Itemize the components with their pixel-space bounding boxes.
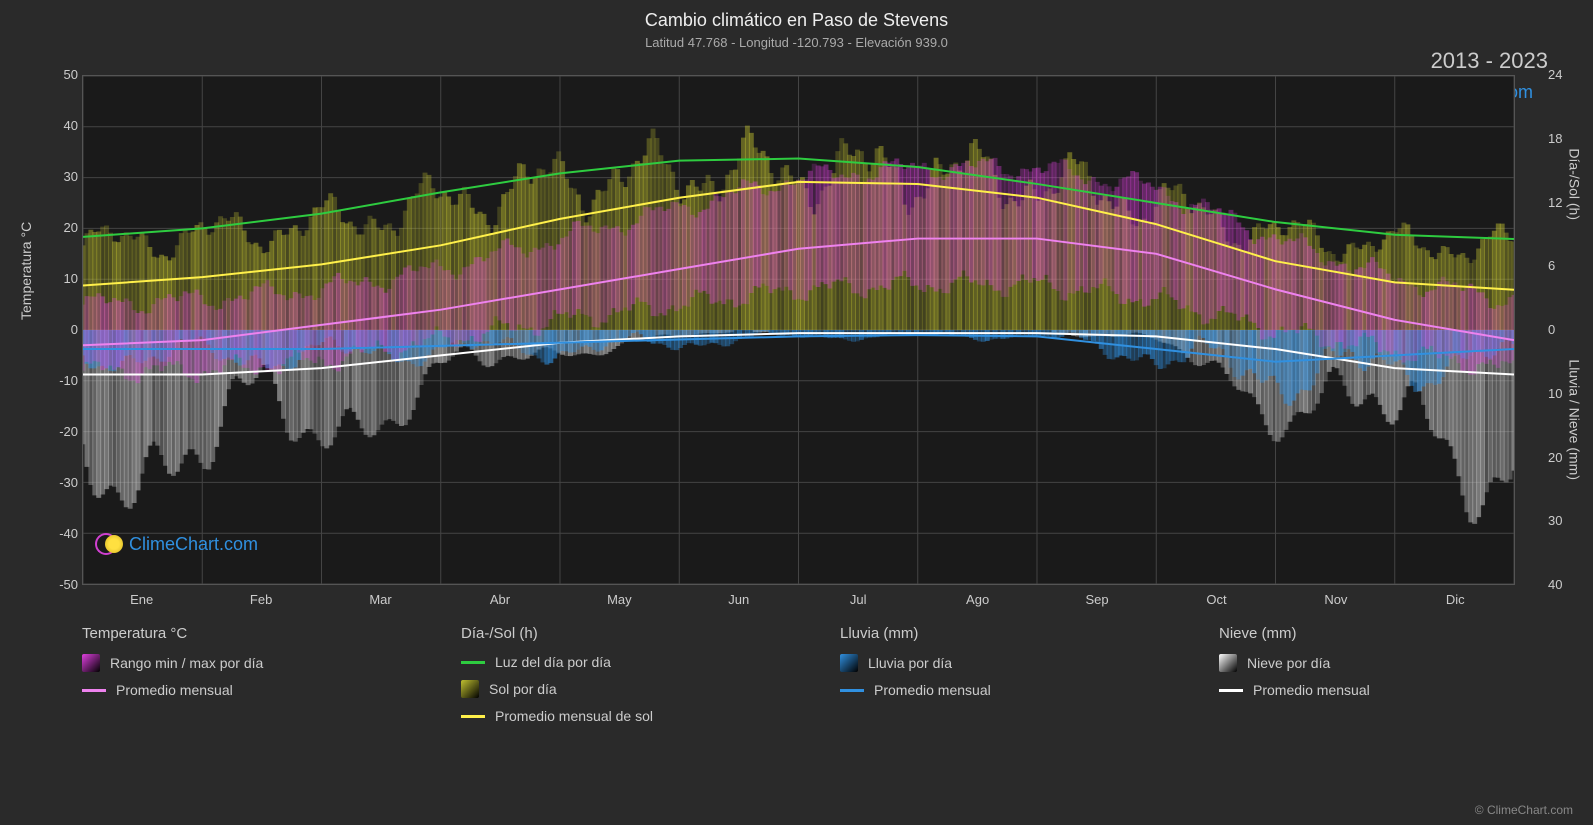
legend-item: Sol por día — [461, 680, 790, 698]
x-tick: Dic — [1435, 592, 1475, 607]
legend-label: Promedio mensual — [1253, 682, 1370, 698]
chart-container: Cambio climático en Paso de Stevens Lati… — [0, 0, 1593, 825]
y-tick-right-top: 6 — [1548, 258, 1568, 273]
legend-item: Promedio mensual — [840, 682, 1169, 698]
x-tick: Nov — [1316, 592, 1356, 607]
brand-icon — [95, 530, 123, 558]
legend-swatch — [461, 715, 485, 718]
legend-label: Lluvia por día — [868, 655, 952, 671]
y-tick-right-top: 12 — [1548, 195, 1568, 210]
x-tick: Abr — [480, 592, 520, 607]
legend-header: Nieve (mm) — [1219, 625, 1548, 642]
legend-label: Sol por día — [489, 681, 557, 697]
x-tick: Sep — [1077, 592, 1117, 607]
x-tick: Feb — [241, 592, 281, 607]
legend-swatch — [1219, 654, 1237, 672]
y-axis-left-label: Temperatura °C — [18, 222, 34, 320]
legend-label: Promedio mensual de sol — [495, 708, 653, 724]
brand-text: ClimeChart.com — [129, 534, 258, 555]
legend-item: Nieve por día — [1219, 654, 1548, 672]
legend-swatch — [461, 680, 479, 698]
y-tick-left: 40 — [48, 118, 78, 133]
y-tick-left: -50 — [48, 577, 78, 592]
y-tick-right-top: 18 — [1548, 131, 1568, 146]
legend-header: Día-/Sol (h) — [461, 625, 790, 642]
y-tick-right-bottom: 20 — [1548, 450, 1568, 465]
y-axis-right-top-label: Día-/Sol (h) — [1567, 148, 1583, 220]
x-tick: Ene — [122, 592, 162, 607]
x-tick: May — [599, 592, 639, 607]
legend-swatch — [1219, 689, 1243, 692]
legend-column: Nieve (mm) Nieve por día Promedio mensual — [1219, 625, 1548, 734]
legend-item: Lluvia por día — [840, 654, 1169, 672]
x-tick: Jun — [719, 592, 759, 607]
x-tick: Oct — [1196, 592, 1236, 607]
x-tick: Mar — [361, 592, 401, 607]
legend-label: Rango min / max por día — [110, 655, 263, 671]
brand-logo-bottom: ClimeChart.com — [95, 530, 258, 558]
legend-column: Día-/Sol (h) Luz del día por día Sol por d… — [461, 625, 790, 734]
y-axis-right-bottom-label: Lluvia / Nieve (mm) — [1567, 359, 1583, 480]
legend-item: Promedio mensual — [1219, 682, 1548, 698]
y-tick-left: 10 — [48, 271, 78, 286]
x-tick: Ago — [958, 592, 998, 607]
legend-swatch — [461, 661, 485, 664]
y-tick-left: -30 — [48, 475, 78, 490]
copyright: © ClimeChart.com — [1475, 803, 1573, 817]
legend: Temperatura °C Rango min / max por día Pro… — [82, 625, 1548, 734]
legend-header: Lluvia (mm) — [840, 625, 1169, 642]
legend-item: Luz del día por día — [461, 654, 790, 670]
y-tick-left: -40 — [48, 526, 78, 541]
legend-column: Lluvia (mm) Lluvia por día Promedio mensua… — [840, 625, 1169, 734]
y-tick-right-top: 0 — [1548, 322, 1568, 337]
legend-swatch — [840, 654, 858, 672]
y-tick-left: 0 — [48, 322, 78, 337]
y-tick-left: 30 — [48, 169, 78, 184]
year-range: 2013 - 2023 — [1431, 48, 1548, 74]
legend-item: Rango min / max por día — [82, 654, 411, 672]
legend-label: Nieve por día — [1247, 655, 1330, 671]
legend-swatch — [82, 654, 100, 672]
y-tick-left: -20 — [48, 424, 78, 439]
chart-subtitle: Latitud 47.768 - Longitud -120.793 - Ele… — [0, 31, 1593, 50]
y-tick-left: 50 — [48, 67, 78, 82]
legend-swatch — [840, 689, 864, 692]
legend-label: Luz del día por día — [495, 654, 611, 670]
legend-header: Temperatura °C — [82, 625, 411, 642]
y-tick-right-bottom: 10 — [1548, 386, 1568, 401]
y-tick-right-top: 24 — [1548, 67, 1568, 82]
y-tick-right-bottom: 40 — [1548, 577, 1568, 592]
chart-title: Cambio climático en Paso de Stevens — [0, 0, 1593, 31]
y-tick-right-bottom: 30 — [1548, 513, 1568, 528]
plot-area — [82, 75, 1515, 585]
y-tick-left: -10 — [48, 373, 78, 388]
legend-item: Promedio mensual de sol — [461, 708, 790, 724]
y-tick-left: 20 — [48, 220, 78, 235]
legend-swatch — [82, 689, 106, 692]
legend-column: Temperatura °C Rango min / max por día Pro… — [82, 625, 411, 734]
legend-label: Promedio mensual — [116, 682, 233, 698]
x-tick: Jul — [838, 592, 878, 607]
data-svg — [83, 76, 1514, 584]
legend-label: Promedio mensual — [874, 682, 991, 698]
legend-item: Promedio mensual — [82, 682, 411, 698]
